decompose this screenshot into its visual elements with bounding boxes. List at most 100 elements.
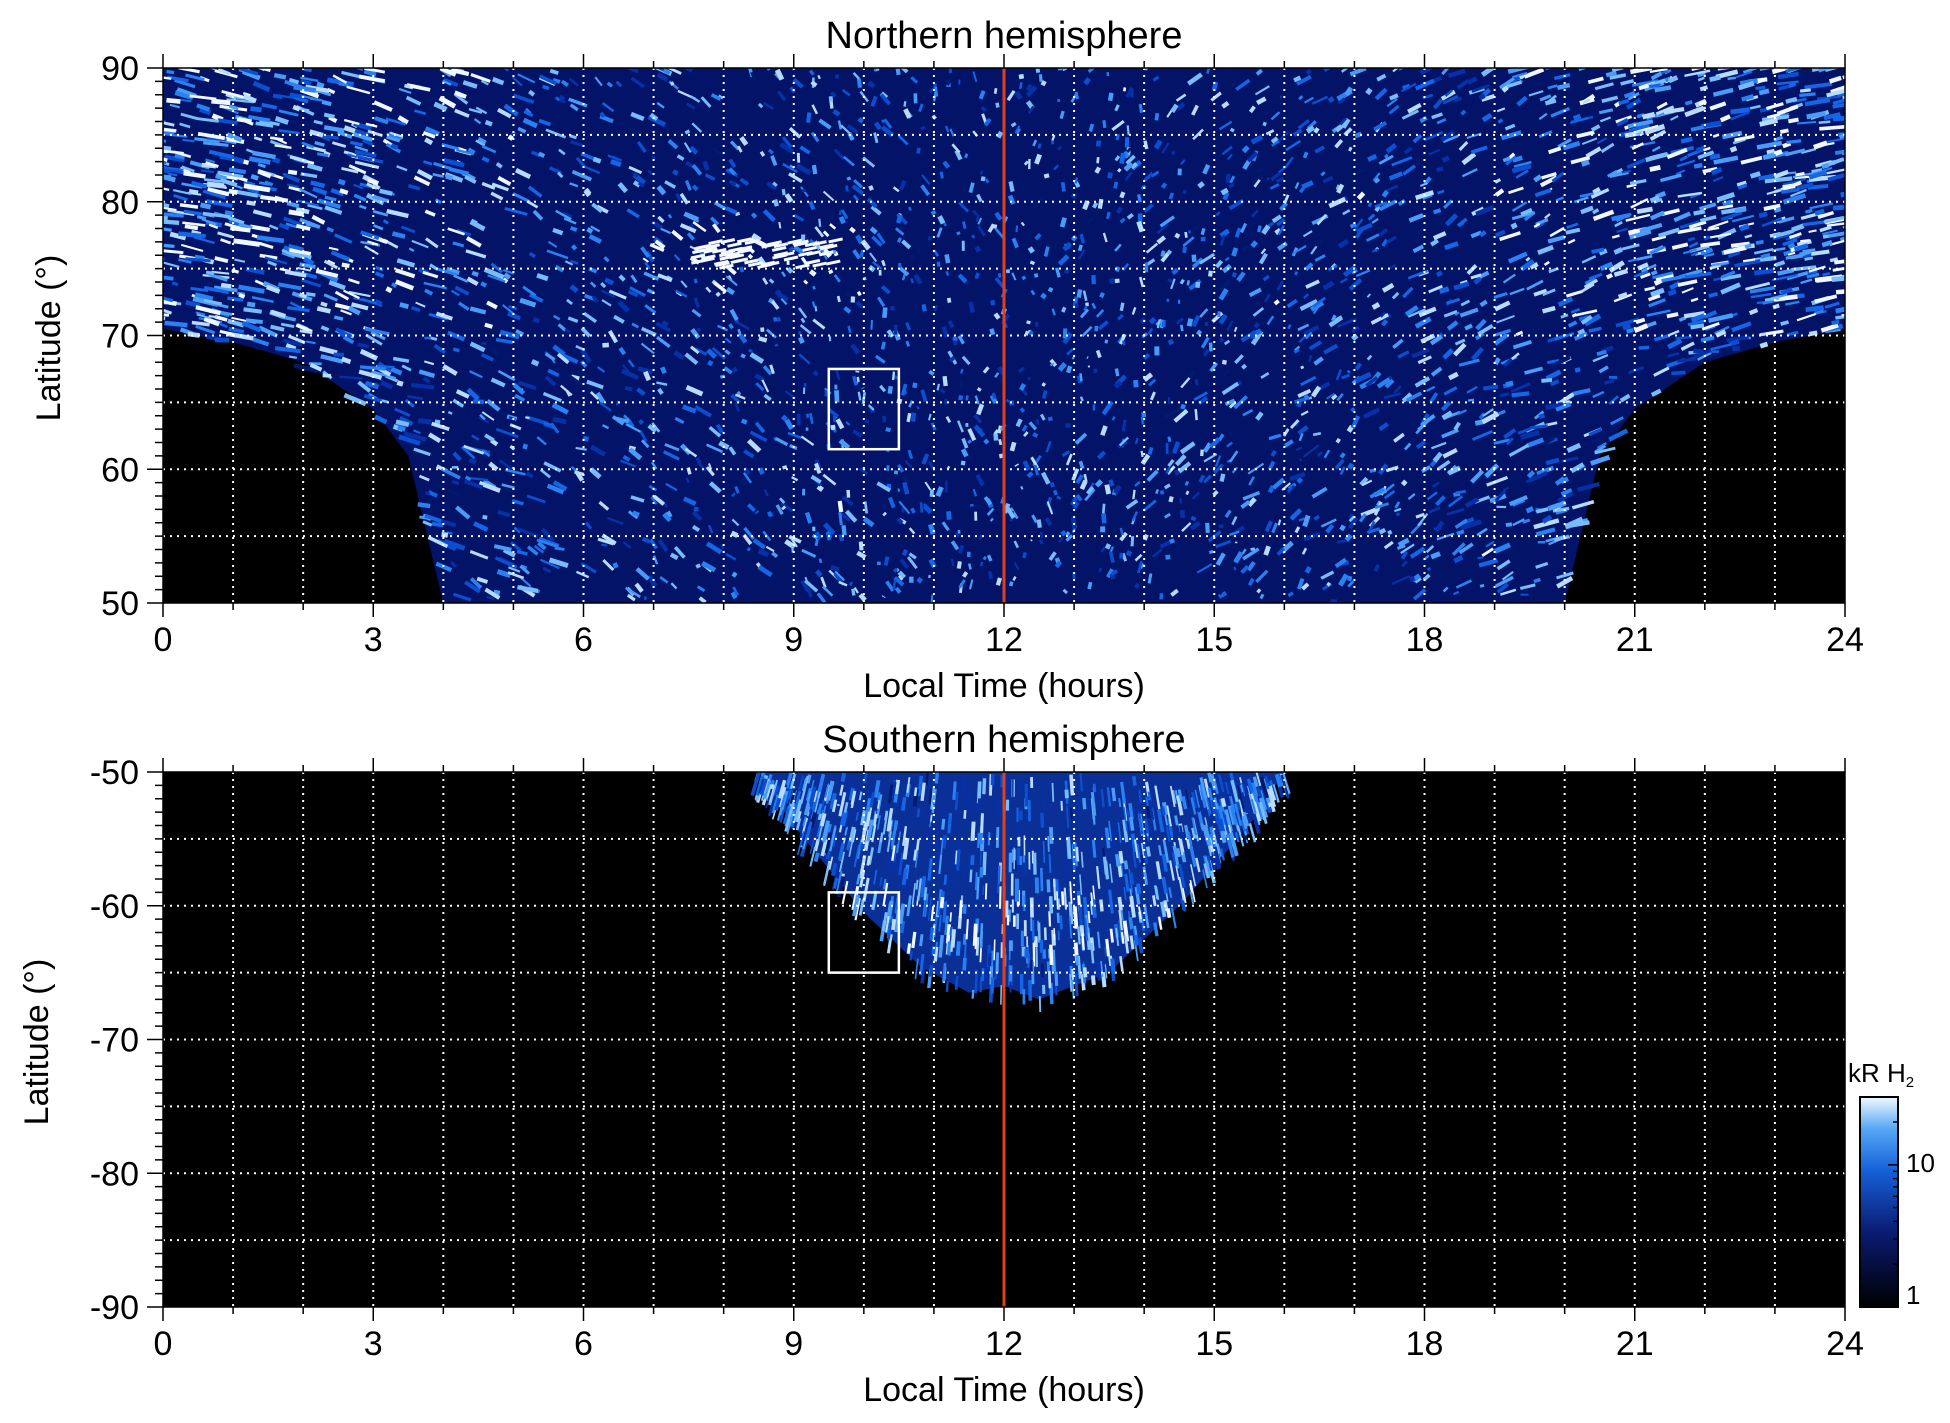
north-coverage-streak xyxy=(604,277,615,286)
south-coverage-streak xyxy=(1189,879,1196,903)
north-coverage-streak xyxy=(1209,362,1218,373)
north-coverage-streak xyxy=(1233,326,1238,333)
north-coverage-streak xyxy=(916,147,921,154)
north-coverage-streak xyxy=(1346,369,1351,374)
north-coverage-streak xyxy=(1438,286,1450,294)
north-coverage-streak xyxy=(228,326,245,334)
north-coverage-streak xyxy=(757,102,764,109)
north-coverage-streak xyxy=(1584,277,1598,287)
north-coverage-streak xyxy=(1298,517,1306,522)
north-coverage-streak xyxy=(1773,207,1782,213)
north-coverage-streak xyxy=(1470,145,1488,155)
north-coverage-streak xyxy=(921,304,927,312)
north-coverage-streak xyxy=(1605,70,1617,78)
north-coverage-streak xyxy=(855,381,863,391)
south-coverage-streak xyxy=(1180,898,1185,911)
north-coverage-streak xyxy=(1496,315,1515,324)
north-coverage-streak xyxy=(522,443,528,450)
north-coverage-streak xyxy=(1061,306,1067,313)
north-coverage-streak xyxy=(1839,236,1845,243)
north-coverage-streak xyxy=(841,525,847,536)
north-coverage-streak xyxy=(621,368,639,380)
north-coverage-streak xyxy=(1493,542,1512,554)
south-coverage-streak xyxy=(1103,860,1110,880)
north-coverage-streak xyxy=(226,98,254,104)
north-coverage-streak xyxy=(1782,238,1798,247)
north-coverage-streak xyxy=(857,117,864,124)
north-coverage-streak xyxy=(164,154,185,163)
north-coverage-streak xyxy=(319,345,338,356)
north-coverage-streak xyxy=(766,68,771,71)
north-coverage-streak xyxy=(214,183,228,190)
north-coverage-streak xyxy=(1367,202,1373,208)
north-coverage-streak xyxy=(1442,448,1458,459)
north-coverage-streak xyxy=(522,285,537,297)
north-coverage-streak xyxy=(811,301,816,308)
north-coverage-streak xyxy=(1070,234,1078,242)
north-coverage-streak xyxy=(973,424,986,438)
north-coverage-streak xyxy=(1270,171,1282,182)
north-coverage-streak xyxy=(1598,108,1614,115)
north-coverage-streak xyxy=(190,286,209,293)
north-coverage-streak xyxy=(394,407,411,417)
north-bright-arc-streak xyxy=(702,246,718,253)
north-coverage-streak xyxy=(1197,181,1205,189)
north-coverage-streak xyxy=(1580,282,1595,294)
south-coverage-streak xyxy=(813,852,820,863)
north-coverage-streak xyxy=(1338,573,1349,587)
north-coverage-streak xyxy=(1283,439,1294,448)
north-coverage-streak xyxy=(766,181,778,191)
north-coverage-streak xyxy=(343,118,360,126)
north-coverage-streak xyxy=(983,495,993,506)
north-coverage-streak xyxy=(488,461,499,472)
north-coverage-streak xyxy=(1411,348,1430,359)
north-coverage-streak xyxy=(1005,398,1010,403)
north-coverage-streak xyxy=(163,139,167,143)
north-coverage-streak xyxy=(554,264,565,273)
south-coverage-streak xyxy=(778,786,787,808)
north-coverage-streak xyxy=(411,306,421,312)
north-coverage-streak xyxy=(1302,151,1309,159)
north-coverage-streak xyxy=(354,145,369,152)
north-coverage-streak xyxy=(1481,411,1500,425)
south-coverage-streak xyxy=(1080,974,1086,991)
north-coverage-streak xyxy=(852,194,860,202)
north-coverage-streak xyxy=(997,425,1003,434)
north-coverage-streak xyxy=(1226,320,1234,332)
north-coverage-streak xyxy=(300,76,319,83)
north-coverage-streak xyxy=(1403,442,1412,451)
north-coverage-streak xyxy=(1608,428,1629,442)
north-coverage-streak xyxy=(1538,130,1553,139)
north-coverage-streak xyxy=(1690,125,1705,132)
north-coverage-streak xyxy=(163,316,166,321)
north-coverage-streak xyxy=(1384,184,1399,193)
north-coverage-streak xyxy=(1755,239,1764,245)
north-coverage-streak xyxy=(1446,320,1459,331)
north-coverage-streak xyxy=(1622,323,1632,331)
north-coverage-streak xyxy=(777,90,787,102)
north-coverage-streak xyxy=(464,479,484,490)
south-coverage-streak xyxy=(802,775,810,791)
south-coverage-streak xyxy=(763,780,772,799)
north-coverage-streak xyxy=(166,97,181,104)
north-coverage-streak xyxy=(1397,537,1410,548)
north-coverage-streak xyxy=(1078,460,1085,470)
north-coverage-streak xyxy=(169,231,187,241)
north-coverage-streak xyxy=(1511,163,1532,174)
north-coverage-streak xyxy=(1400,479,1408,487)
south-coverage-streak xyxy=(1082,896,1088,916)
north-coverage-streak xyxy=(1494,489,1507,502)
south-coverage-streak xyxy=(793,799,803,823)
north-coverage-streak xyxy=(1018,383,1027,391)
north-coverage-streak xyxy=(1013,540,1020,549)
north-coverage-streak xyxy=(814,305,818,312)
north-coverage-streak xyxy=(315,268,339,278)
north-coverage-streak xyxy=(1101,400,1114,416)
south-coverage-streak xyxy=(915,879,919,890)
north-coverage-streak xyxy=(1453,491,1461,497)
south-coverage-streak xyxy=(856,874,861,885)
north-coverage-streak xyxy=(1256,588,1262,594)
north-coverage-streak xyxy=(515,168,532,179)
north-coverage-streak xyxy=(1109,572,1116,580)
north-coverage-streak xyxy=(495,337,514,345)
